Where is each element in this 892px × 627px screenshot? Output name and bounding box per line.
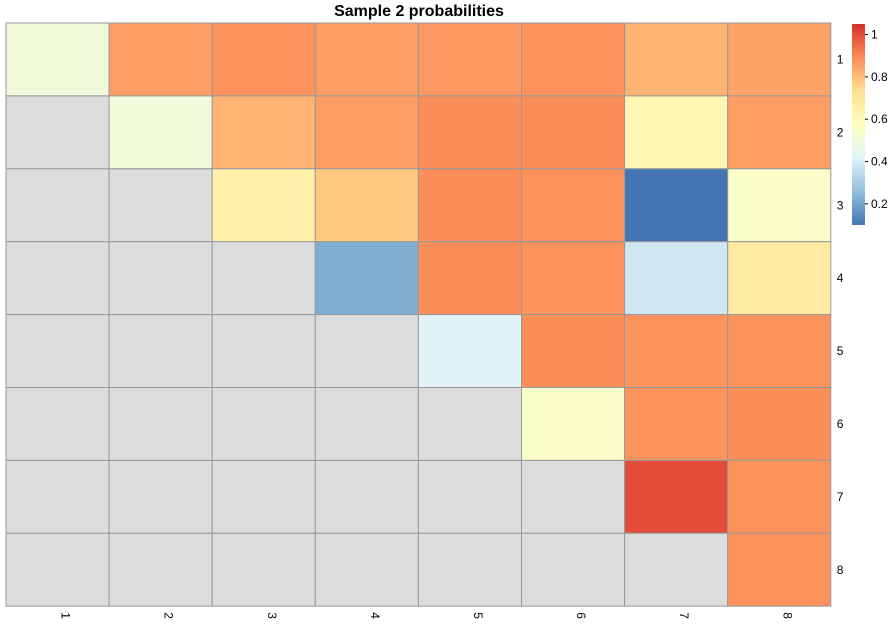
heatmap-cell-r3-c8: [727, 168, 832, 243]
heatmap-cell-r8-c3: [211, 532, 316, 607]
heatmap-cell-r5-c1: [5, 314, 110, 389]
heatmap-cell-r5-c8: [727, 314, 832, 389]
heatmap-cell-r1-c3: [211, 22, 316, 97]
col-label: 1: [59, 612, 73, 619]
heatmap-cell-r4-c3: [211, 241, 316, 316]
heatmap-cell-r5-c2: [108, 314, 213, 389]
heatmap-cell-r1-c7: [624, 22, 729, 97]
col-label: 4: [368, 612, 382, 619]
heatmap-cell-r8-c2: [108, 532, 213, 607]
heatmap-cell-r8-c1: [5, 532, 110, 607]
heatmap-cell-r8-c6: [521, 532, 626, 607]
heatmap-cell-r7-c7: [624, 459, 729, 534]
heatmap-cell-r5-c4: [314, 314, 419, 389]
chart-title: Sample 2 probabilities: [334, 3, 504, 20]
heatmap-cell-r5-c3: [211, 314, 316, 389]
heatmap-cell-r6-c1: [5, 387, 110, 461]
heatmap-cell-r7-c1: [5, 459, 110, 534]
heatmap-cell-r6-c7: [624, 387, 729, 461]
heatmap-cell-r7-c3: [211, 459, 316, 534]
heatmap-cell-r4-c7: [624, 241, 729, 316]
heatmap-cell-r5-c7: [624, 314, 729, 389]
col-labels: 1 2 3 4 5 6 7 8: [59, 612, 795, 619]
heatmap-cell-r2-c7: [624, 95, 729, 170]
legend-tick-label: 0.6: [871, 112, 888, 126]
row-label: 7: [837, 490, 844, 504]
heatmap-cell-r2-c8: [727, 95, 832, 170]
heatmap-cell-r1-c6: [521, 22, 626, 97]
legend-tick-label: 1: [871, 28, 878, 42]
row-labels: 1 2 3 4 5 6 7 8: [837, 52, 844, 576]
heatmap-cell-r1-c4: [314, 22, 419, 97]
heatmap-cell-r6-c6: [521, 387, 626, 461]
heatmap-cell-r1-c8: [727, 22, 832, 97]
col-label: 7: [677, 612, 691, 619]
heatmap-cell-r1-c1: [5, 22, 110, 97]
heatmap-cell-r1-c5: [417, 22, 522, 97]
heatmap-cell-r6-c5: [417, 387, 522, 461]
heatmap-cell-r2-c3: [211, 95, 316, 170]
heatmap-cell-r2-c2: [108, 95, 213, 170]
heatmap-cell-r7-c6: [521, 459, 626, 534]
heatmap-cell-r3-c6: [521, 168, 626, 243]
heatmap-cell-r3-c1: [5, 168, 110, 243]
heatmap-cell-r6-c2: [108, 387, 213, 461]
heatmap-cell-r8-c7: [624, 532, 729, 607]
heatmap-cell-r5-c6: [521, 314, 626, 389]
heatmap-cell-r3-c5: [417, 168, 522, 243]
heatmap-cell-r8-c5: [417, 532, 522, 607]
heatmap-cell-r4-c1: [5, 241, 110, 316]
heatmap-cell-r4-c2: [108, 241, 213, 316]
heatmap-cell-r4-c6: [521, 241, 626, 316]
heatmap-cell-r3-c3: [211, 168, 316, 243]
legend-ticks: 0.2 0.4 0.6 0.8 1: [865, 28, 888, 211]
legend-tick-label: 0.8: [871, 70, 888, 84]
heatmap-cell-r2-c5: [417, 95, 522, 170]
heatmap-cell-r4-c5: [417, 241, 522, 316]
row-label: 1: [837, 52, 844, 66]
heatmap-cell-r2-c1: [5, 95, 110, 170]
heatmap-cell-r1-c2: [108, 22, 213, 97]
row-label: 3: [837, 198, 844, 212]
heatmap-cell-r4-c8: [727, 241, 832, 316]
row-label: 5: [837, 344, 844, 358]
color-legend: 0.2 0.4 0.6 0.8 1: [852, 24, 888, 225]
heatmap-cell-r7-c4: [314, 459, 419, 534]
heatmap-cell-r7-c8: [727, 459, 832, 534]
heatmap-cell-r8-c8: [727, 532, 832, 607]
heatmap-cell-r7-c5: [417, 459, 522, 534]
heatmap-cell-r4-c4: [314, 241, 419, 316]
heatmap-cell-r3-c7: [624, 168, 729, 243]
row-label: 4: [837, 271, 844, 285]
heatmap-cell-r6-c3: [211, 387, 316, 461]
heatmap-cell-r8-c4: [314, 532, 419, 607]
heatmap-cell-r2-c4: [314, 95, 419, 170]
heatmap-cells: [5, 22, 832, 607]
heatmap-cell-r3-c4: [314, 168, 419, 243]
heatmap-cell-r2-c6: [521, 95, 626, 170]
col-label: 6: [574, 612, 588, 619]
col-label: 8: [780, 612, 794, 619]
legend-color-bar: [852, 24, 865, 225]
heatmap-cell-r6-c8: [727, 387, 832, 461]
heatmap-cell-r3-c2: [108, 168, 213, 243]
col-label: 5: [471, 612, 485, 619]
col-label: 2: [162, 612, 176, 619]
legend-tick-label: 0.2: [871, 197, 888, 211]
heatmap-cell-r6-c4: [314, 387, 419, 461]
col-label: 3: [265, 612, 279, 619]
heatmap-cell-r5-c5: [417, 314, 522, 389]
heatmap-cell-r7-c2: [108, 459, 213, 534]
row-label: 6: [837, 417, 844, 431]
legend-tick-label: 0.4: [871, 155, 888, 169]
row-label: 8: [837, 563, 844, 577]
row-label: 2: [837, 125, 844, 139]
